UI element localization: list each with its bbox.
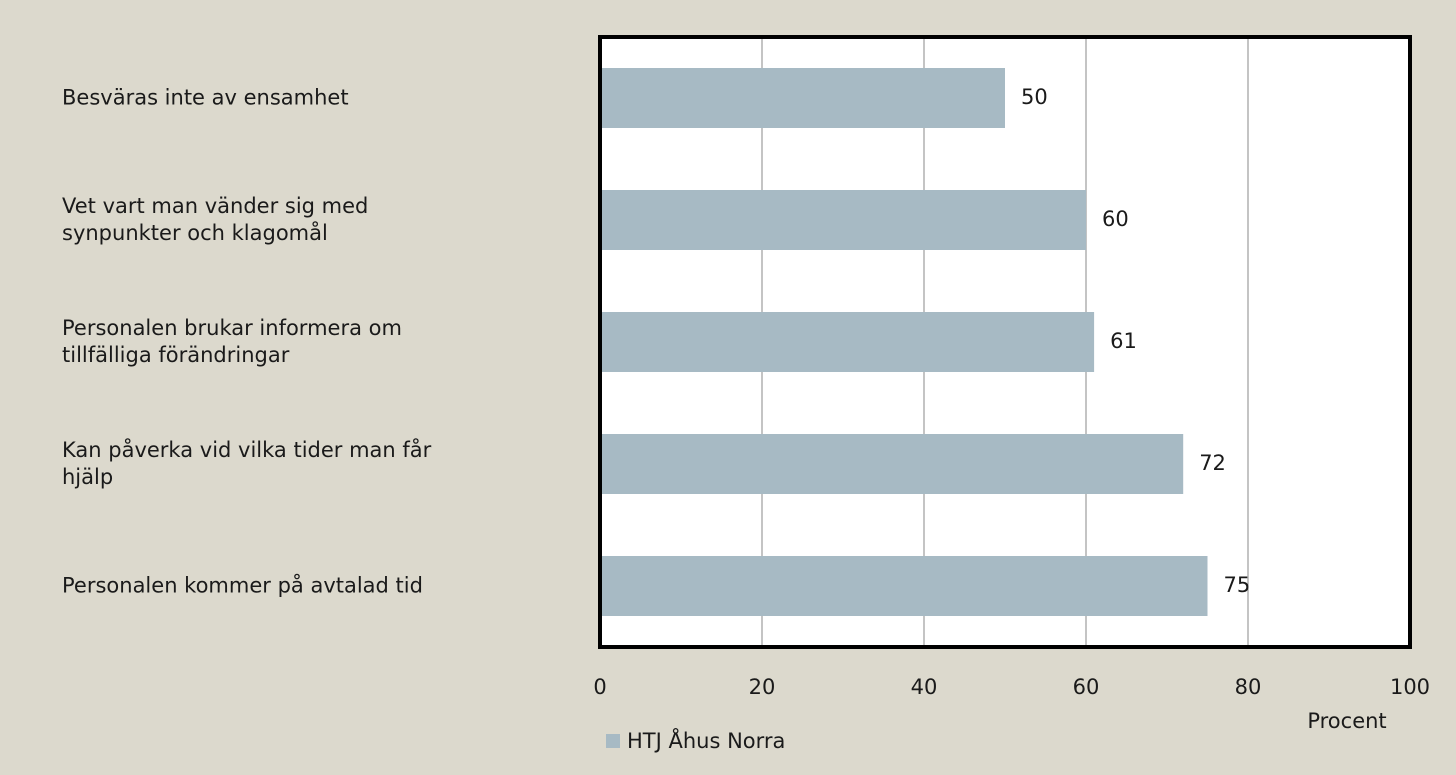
bar <box>600 434 1184 494</box>
category-label: Besväras inte av ensamhet <box>62 85 349 110</box>
x-axis-label: Procent <box>1307 709 1386 733</box>
value-label: 50 <box>1021 85 1048 109</box>
x-tick-label: 100 <box>1390 675 1430 699</box>
x-tick-label: 20 <box>749 675 776 699</box>
bar <box>600 190 1086 250</box>
x-tick-label: 40 <box>911 675 938 699</box>
plot-border <box>598 35 1412 649</box>
x-tick-label: 80 <box>1235 675 1262 699</box>
x-tick-label: 0 <box>593 675 606 699</box>
category-label: Kan påverka vid vilka tider man får hjäl… <box>62 438 432 489</box>
bar <box>600 556 1208 616</box>
value-label: 75 <box>1224 573 1251 597</box>
legend-swatch <box>606 734 620 748</box>
x-tick-label: 60 <box>1073 675 1100 699</box>
value-label: 61 <box>1110 329 1137 353</box>
value-label: 72 <box>1199 451 1226 475</box>
bar <box>600 312 1095 372</box>
legend-label: HTJ Åhus Norra <box>627 727 785 753</box>
category-label: Personalen kommer på avtalad tid <box>62 573 423 598</box>
bar <box>600 68 1005 128</box>
category-label: Personalen brukar informera om tillfälli… <box>62 316 402 367</box>
category-label: Vet vart man vänder sig med synpunkter o… <box>62 194 369 245</box>
value-label: 60 <box>1102 207 1129 231</box>
